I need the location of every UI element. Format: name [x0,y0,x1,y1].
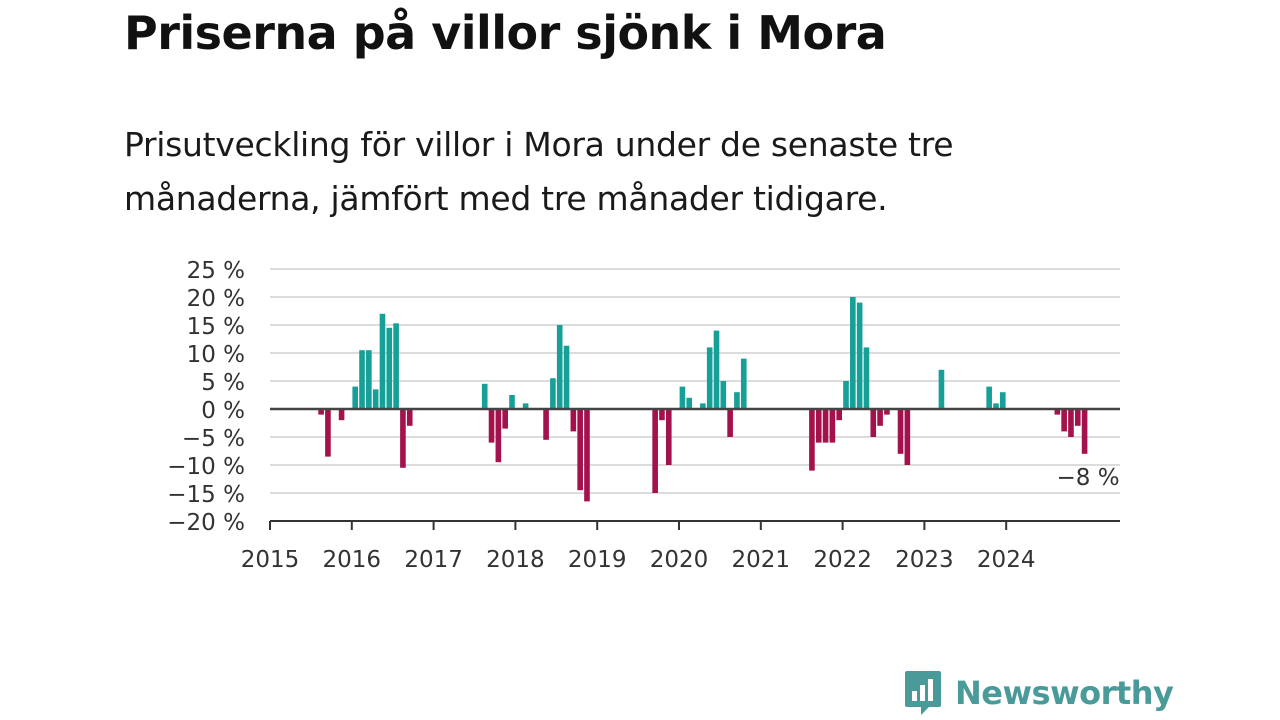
bar-positive [740,358,747,409]
y-tick-label: 15 % [187,314,245,340]
y-tick-label: 5 % [201,370,245,396]
bar-positive [700,403,706,409]
bar-negative [1061,409,1067,432]
bar-positive [359,350,365,409]
bar-negative [577,409,583,491]
bar-negative [897,409,904,454]
bar-positive [386,327,393,409]
x-tick-label: 2018 [486,547,545,573]
bar-negative [836,409,842,421]
bar-positive [938,369,945,409]
bar-positive [706,347,713,409]
bar-negative [406,409,413,426]
y-tick-label: −15 % [167,482,245,508]
bar-positive [372,389,379,409]
bar-positive [522,403,529,409]
x-tick-label: 2023 [895,547,954,573]
bar-negative [904,409,911,465]
bar-positive [713,330,720,409]
bar-negative [488,409,495,443]
bar-positive [993,403,999,409]
bar-negative [822,409,829,443]
y-tick-label: −20 % [167,510,245,536]
brand-name: Newsworthy [955,674,1174,712]
bar-positive [509,395,515,409]
bar-positive [352,386,359,409]
x-tick-label: 2024 [977,547,1036,573]
last-value-label: −8 % [1057,465,1120,491]
bar-positive [856,302,863,409]
bar-positive [720,381,727,409]
bar-negative [652,409,658,493]
bar-negative [809,409,815,471]
bar-positive [986,386,992,409]
x-tick-label: 2019 [568,547,627,573]
bar-positive [481,383,488,409]
bar-negative [570,409,577,432]
x-tick-label: 2021 [732,547,791,573]
y-tick-label: 0 % [201,398,245,424]
bar-positive [686,397,693,409]
newsworthy-logo-icon [905,671,941,715]
bars [318,297,1088,502]
bar-chart: 25 %20 %15 %10 %5 %0 %−5 %−10 %−15 %−20 … [167,258,1120,573]
bar-negative [318,409,324,415]
bar-negative [1068,409,1074,437]
bar-negative [1054,409,1061,415]
x-tick-label: 2015 [241,547,300,573]
y-tick-label: 25 % [187,258,245,284]
axes [269,407,1120,530]
bar-positive [843,381,849,409]
grid-lines [270,268,1120,494]
bar-negative [400,409,406,468]
bar-positive [679,386,686,409]
y-tick-label: −5 % [182,426,245,452]
bar-negative [665,409,672,465]
chart-subtitle: Prisutveckling för villor i Mora under d… [124,125,954,218]
chart-title: Priserna på villor sjönk i Mora [124,6,887,60]
y-tick-label: 10 % [187,342,245,368]
bar-negative [325,409,331,457]
bar-positive [999,392,1006,409]
y-tick-label: 20 % [187,286,245,312]
bar-negative [338,409,345,421]
bar-positive [734,392,740,409]
bar-negative [815,409,822,443]
x-tick-label: 2022 [813,547,872,573]
bar-negative [727,409,733,437]
bar-negative [870,409,877,437]
bar-positive [550,378,556,409]
y-tick-label: −10 % [167,454,245,480]
tick-labels: 25 %20 %15 %10 %5 %0 %−5 %−10 %−15 %−20 … [167,258,1119,573]
bar-positive [379,313,386,409]
bar-negative [1074,409,1081,426]
bar-negative [502,409,508,429]
x-tick-label: 2017 [404,547,463,573]
bar-positive [563,345,570,409]
bar-negative [829,409,836,443]
x-tick-label: 2020 [650,547,709,573]
bar-negative [584,409,590,502]
bar-negative [884,409,890,415]
bar-negative [659,409,665,421]
bar-negative [877,409,883,426]
bar-positive [850,297,856,409]
bar-negative [543,409,549,440]
bar-negative [1081,409,1088,454]
bar-positive [366,350,372,409]
bar-negative [495,409,502,463]
bar-positive [863,347,870,409]
newsworthy-logo: Newsworthy [903,668,1174,718]
bar-positive [393,323,399,409]
x-tick-label: 2016 [323,547,382,573]
bar-positive [556,325,563,409]
